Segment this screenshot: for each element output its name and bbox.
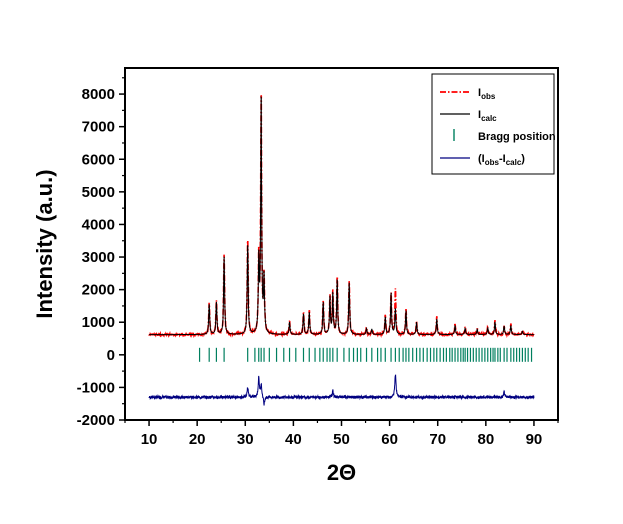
y-tick-label: 2000 xyxy=(82,282,115,299)
y-axis: -2000 -1000 0 1000 2000 3000 4000 5000 6000 7000 8… xyxy=(77,77,125,429)
y-tick-label: 6000 xyxy=(82,151,115,168)
legend-label: Bragg position xyxy=(478,131,556,143)
y-tick-label: 4000 xyxy=(82,216,115,233)
x-axis: 10 20 30 40 50 60 70 80 90 xyxy=(124,420,559,448)
x-tick-label: 40 xyxy=(285,431,302,448)
plot-curves xyxy=(148,95,535,406)
x-tick-label: 50 xyxy=(333,431,350,448)
legend-label: (Iobs-Icalc) xyxy=(478,153,525,167)
bragg-ticks xyxy=(198,347,533,362)
legend-label: Icalc xyxy=(478,109,497,123)
y-tick-label: 1000 xyxy=(82,314,115,331)
y-tick-label: 3000 xyxy=(82,249,115,266)
y-tick-label: -1000 xyxy=(77,379,115,396)
y-tick-label: 7000 xyxy=(82,119,115,136)
legend-label: Iobs xyxy=(478,87,496,101)
x-axis-label: 2Θ xyxy=(327,460,356,485)
x-tick-label: 10 xyxy=(141,431,158,448)
x-tick-label: 90 xyxy=(526,431,543,448)
y-tick-label: 5000 xyxy=(82,184,115,201)
legend-box xyxy=(431,73,555,175)
y-tick-label: 8000 xyxy=(82,86,115,103)
x-tick-label: 30 xyxy=(237,431,254,448)
x-tick-label: 80 xyxy=(477,431,494,448)
y-tick-label: 0 xyxy=(107,347,115,364)
x-tick-label: 20 xyxy=(189,431,206,448)
calculated-curve xyxy=(149,95,534,336)
x-tick-label: 70 xyxy=(429,431,446,448)
x-tick-label: 60 xyxy=(381,431,398,448)
difference-curve xyxy=(148,374,535,406)
y-axis-label: Intensity (a.u.) xyxy=(32,169,57,318)
y-tick-label: -2000 xyxy=(77,412,115,429)
legend: Iobs Icalc Bragg position (Iobs-Icalc) xyxy=(431,73,556,175)
